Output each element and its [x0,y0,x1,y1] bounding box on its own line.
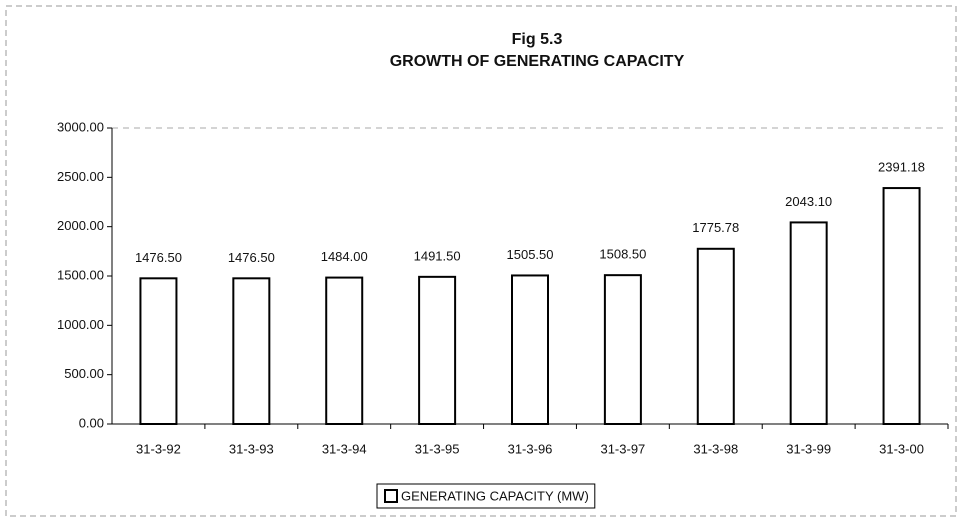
x-tick-label: 31-3-96 [508,441,553,456]
legend-box [376,483,596,509]
x-tick-label: 31-3-98 [693,441,738,456]
data-label: 2391.18 [878,160,925,175]
data-label: 1505.50 [507,247,554,262]
y-tick-label: 3000.00 [57,119,104,134]
chart-title: Fig 5.3 [512,31,563,48]
data-label: 1491.50 [414,248,461,263]
y-tick-label: 500.00 [64,366,104,381]
y-tick-label: 1500.00 [57,267,104,282]
bar [139,277,178,425]
x-tick-label: 31-3-97 [600,441,645,456]
y-tick-label: 2500.00 [57,169,104,184]
data-label: 1484.00 [321,249,368,264]
bar [511,274,549,425]
y-tick-label: 0.00 [79,415,104,430]
bar [789,221,828,425]
data-label: 1476.50 [228,250,275,265]
x-tick-label: 31-3-94 [322,441,367,456]
bar [232,277,271,425]
x-tick-label: 31-3-99 [786,441,831,456]
bar [696,247,735,425]
data-label: 1775.78 [692,220,739,235]
bar [325,276,364,425]
data-label: 2043.10 [785,194,832,209]
bar [882,187,921,425]
chart-subtitle: GROWTH OF GENERATING CAPACITY [390,53,685,70]
x-tick-label: 31-3-92 [136,441,181,456]
y-tick-label: 1000.00 [57,317,104,332]
legend-label: GENERATING CAPACITY (MW) [401,488,589,503]
data-label: 1476.50 [135,250,182,265]
y-tick-label: 2000.00 [57,218,104,233]
bar [603,274,642,426]
chart-border [5,5,957,517]
x-tick-label: 31-3-93 [229,441,274,456]
x-tick-label: 31-3-95 [415,441,460,456]
legend-swatch [384,489,398,503]
x-tick-label: 31-3-00 [879,441,924,456]
data-label: 1508.50 [599,247,646,262]
bar [418,275,457,425]
